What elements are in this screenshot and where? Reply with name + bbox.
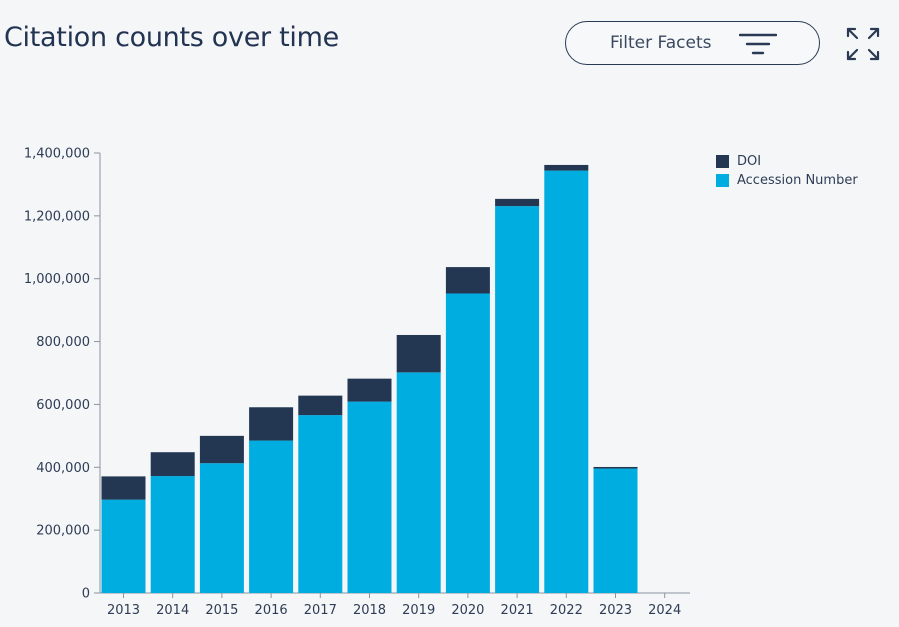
x-tick-label: 2020 — [451, 603, 484, 618]
y-tick-label: 200,000 — [36, 524, 90, 539]
bar-accession-2014 — [150, 476, 195, 593]
x-tick-label: 2017 — [304, 603, 337, 618]
x-tick-label: 2018 — [353, 603, 386, 618]
x-tick-label: 2013 — [107, 603, 140, 618]
y-tick-label: 800,000 — [36, 335, 90, 350]
legend-label-doi: DOI — [737, 154, 762, 169]
x-tick-label: 2024 — [648, 603, 681, 618]
bar-doi-2014 — [150, 452, 195, 477]
bar-accession-2013 — [101, 499, 146, 593]
bar-doi-2017 — [298, 395, 343, 416]
bar-doi-2019 — [396, 334, 441, 373]
bar-accession-2019 — [396, 372, 441, 593]
bar-accession-2015 — [199, 463, 244, 593]
x-tick-label: 2015 — [205, 603, 238, 618]
page-title: Citation counts over time — [4, 22, 339, 53]
bar-doi-2022 — [544, 164, 589, 171]
bar-accession-2018 — [347, 401, 392, 593]
x-tick-label: 2022 — [550, 603, 583, 618]
x-tick-label: 2023 — [599, 603, 632, 618]
x-tick-label: 2019 — [402, 603, 435, 618]
bar-accession-2022 — [544, 170, 589, 593]
y-tick-label: 600,000 — [36, 398, 90, 413]
y-tick-label: 1,400,000 — [24, 147, 90, 162]
filter-facets-label: Filter Facets — [610, 33, 712, 53]
bar-doi-2018 — [347, 378, 392, 402]
bar-accession-2021 — [495, 206, 540, 593]
y-tick-label: 1,000,000 — [24, 272, 90, 287]
bar-accession-2016 — [249, 440, 294, 593]
bar-doi-2021 — [495, 198, 540, 207]
expand-arrows-icon[interactable] — [846, 27, 880, 61]
bar-accession-2020 — [445, 293, 490, 593]
bar-accession-2017 — [298, 415, 343, 593]
x-tick-label: 2014 — [156, 603, 189, 618]
chart-legend: DOI Accession Number — [716, 152, 858, 190]
bar-doi-2013 — [101, 476, 146, 500]
bar-doi-2020 — [445, 267, 490, 294]
legend-swatch-accession — [716, 174, 729, 187]
y-tick-label: 0 — [82, 587, 90, 602]
legend-swatch-doi — [716, 155, 729, 168]
bar-doi-2015 — [199, 435, 244, 464]
x-tick-label: 2021 — [501, 603, 534, 618]
bar-accession-2023 — [593, 468, 638, 593]
filter-facets-button[interactable]: Filter Facets — [565, 21, 820, 65]
x-tick-label: 2016 — [255, 603, 288, 618]
bar-doi-2016 — [249, 407, 294, 441]
legend-item-doi[interactable]: DOI — [716, 152, 858, 171]
bar-doi-2023 — [593, 466, 638, 469]
legend-item-accession[interactable]: Accession Number — [716, 171, 858, 190]
y-tick-label: 400,000 — [36, 461, 90, 476]
y-tick-label: 1,200,000 — [24, 209, 90, 224]
filter-lines-icon — [739, 33, 777, 55]
legend-label-accession: Accession Number — [737, 173, 858, 188]
